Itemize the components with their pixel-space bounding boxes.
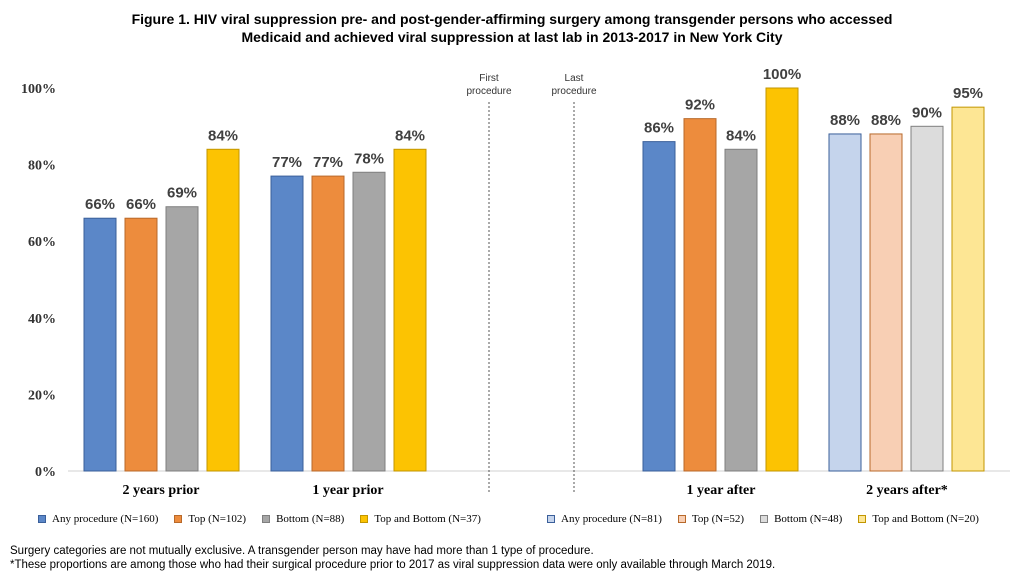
- data-label: 88%: [871, 112, 901, 129]
- data-label: 77%: [313, 154, 343, 171]
- legend-swatch: [174, 515, 183, 523]
- group-1-year-prior: 77% 77% 78% 84%: [270, 127, 427, 472]
- bar: [828, 133, 862, 472]
- data-label: 86%: [644, 120, 674, 137]
- legend-swatch: [262, 515, 271, 523]
- bars: 66% 66% 69% 84% 77% 77% 78% 84% 86% 92% 84% 100% 88%…: [83, 66, 985, 472]
- data-label: 90%: [912, 104, 942, 121]
- bar: [869, 133, 903, 472]
- group-2-years-prior: 66% 66% 69% 84%: [83, 127, 240, 472]
- data-label: 66%: [85, 196, 115, 213]
- legend-label: Any procedure (N=160): [52, 513, 159, 525]
- legend-item: Any procedure (N=81): [547, 513, 662, 525]
- bar: [165, 206, 199, 472]
- annotation-line-2: procedure: [466, 86, 511, 97]
- footnote-categories: Surgery categories are not mutually excl…: [10, 545, 594, 557]
- chart-title-line-2: Medicaid and achieved viral suppression …: [241, 29, 783, 45]
- y-tick-label: 0%: [35, 465, 56, 480]
- y-tick-label: 20%: [28, 388, 56, 403]
- x-category-label: 2 years after*: [866, 483, 948, 498]
- legend-label: Top and Bottom (N=37): [374, 513, 481, 525]
- data-label: 100%: [763, 66, 801, 83]
- y-axis-ticks: 0% 20% 40% 60% 80% 100%: [21, 82, 56, 480]
- x-category-label: 2 years prior: [123, 483, 200, 498]
- data-label: 78%: [354, 150, 384, 167]
- data-label: 95%: [953, 85, 983, 102]
- legend-item: Bottom (N=48): [760, 513, 842, 525]
- data-label: 92%: [685, 97, 715, 114]
- legend-label: Any procedure (N=81): [561, 513, 662, 525]
- x-category-label: 1 year after: [687, 483, 756, 498]
- legend-swatch: [760, 515, 769, 523]
- bar: [270, 175, 304, 472]
- x-category-label: 1 year prior: [312, 483, 383, 498]
- footnote-proportions: *These proportions are among those who h…: [10, 559, 776, 571]
- data-label: 66%: [126, 196, 156, 213]
- data-label: 77%: [272, 154, 302, 171]
- legend-right: Any procedure (N=81) Top (N=52) Bottom (N=…: [547, 511, 995, 527]
- group-2-years-after: 88% 88% 90% 95%: [828, 85, 985, 472]
- bar: [910, 125, 944, 472]
- bar: [393, 148, 427, 472]
- data-label: 69%: [167, 185, 197, 202]
- bar: [124, 217, 158, 472]
- y-tick-label: 40%: [28, 312, 56, 327]
- legend-left: Any procedure (N=160) Top (N=102) Bottom (…: [38, 511, 497, 527]
- y-tick-label: 100%: [21, 82, 56, 97]
- data-label: 84%: [395, 127, 425, 144]
- y-tick-label: 80%: [28, 159, 56, 174]
- bar: [951, 106, 985, 472]
- chart-title-line-1: Figure 1. HIV viral suppression pre- and…: [131, 11, 893, 27]
- bar: [83, 217, 117, 472]
- bar: [352, 171, 386, 472]
- annotation-line-2: procedure: [551, 86, 596, 97]
- legend-label: Bottom (N=88): [276, 513, 345, 525]
- data-label: 84%: [726, 127, 756, 144]
- legend-item: Top (N=52): [677, 513, 745, 525]
- data-label: 84%: [208, 127, 238, 144]
- bar: [765, 87, 799, 472]
- legend-swatch: [547, 515, 555, 523]
- legend-label: Top (N=52): [691, 513, 745, 525]
- x-axis-categories: 2 years prior 1 year prior 1 year after 2 y…: [123, 483, 948, 498]
- annotations: First procedure Last procedure: [466, 73, 597, 492]
- legend-swatch: [360, 515, 369, 523]
- legend-item: Top and Bottom (N=37): [360, 513, 481, 525]
- bar-chart: 0% 20% 40% 60% 80% 100% 66% 66% 69% 84% 77% 77% 78%…: [21, 66, 1010, 498]
- bar: [311, 175, 345, 472]
- legend-swatch: [38, 515, 46, 523]
- annotation-line-1: Last: [565, 73, 584, 84]
- legend-label: Top and Bottom (N=20): [872, 513, 979, 525]
- annotation-line-1: First: [479, 73, 499, 84]
- data-label: 88%: [830, 112, 860, 129]
- legend-item: Bottom (N=88): [262, 513, 344, 525]
- bar: [683, 118, 717, 472]
- legend-item: Top (N=102): [174, 513, 246, 525]
- legend-item: Any procedure (N=160): [38, 513, 158, 525]
- legend-label: Top (N=102): [188, 513, 247, 525]
- legend-item: Top and Bottom (N=20): [858, 513, 979, 525]
- legend-swatch: [677, 515, 686, 523]
- bar: [642, 141, 676, 472]
- bar: [206, 148, 240, 472]
- legend-label: Bottom (N=48): [774, 513, 843, 525]
- bar: [724, 148, 758, 472]
- group-1-year-after: 86% 92% 84% 100%: [642, 66, 801, 472]
- chart-title: Figure 1. HIV viral suppression pre- and…: [0, 10, 1024, 46]
- legend-swatch: [858, 515, 867, 523]
- y-tick-label: 60%: [28, 235, 56, 250]
